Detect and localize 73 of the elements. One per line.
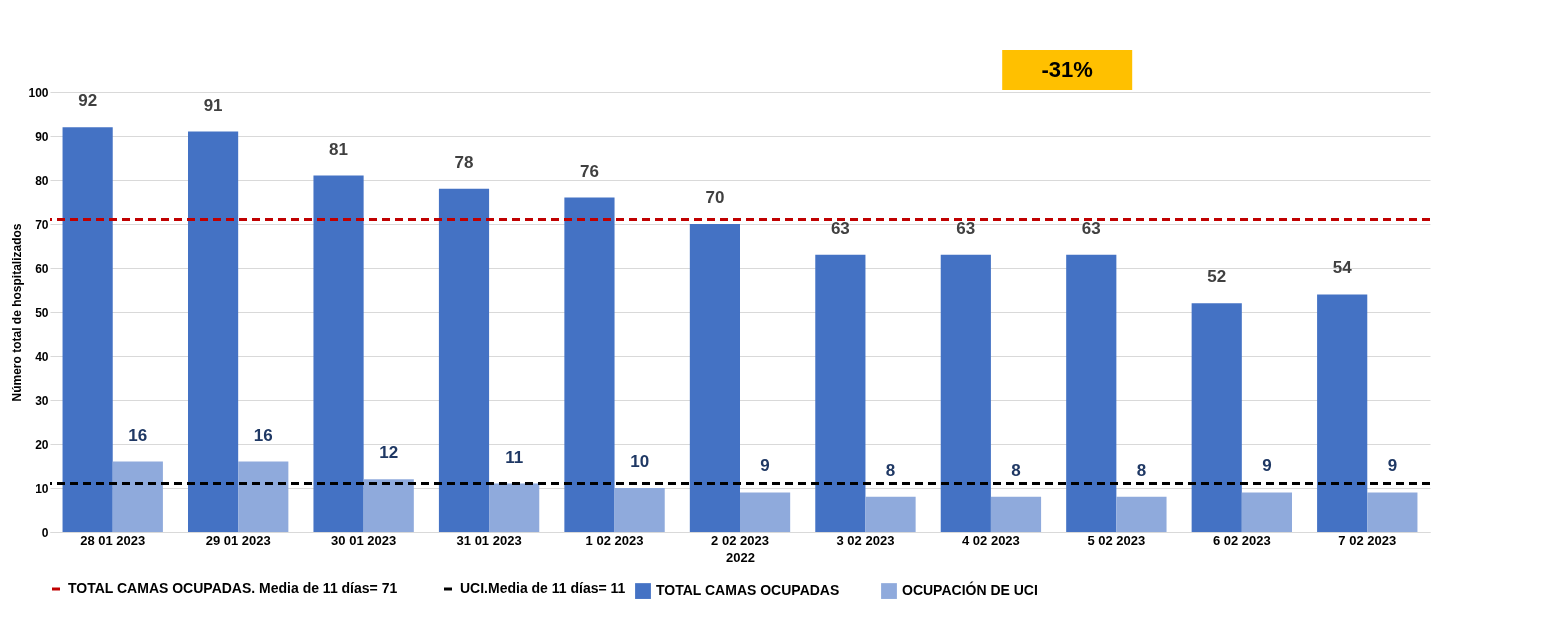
legend-label: UCI.Media de 11 días= 11 (460, 580, 626, 596)
bar (1367, 492, 1418, 532)
bar (238, 461, 289, 532)
bar (614, 488, 665, 532)
bar (940, 254, 991, 532)
x-tick-label: 3 02 2023 (836, 532, 895, 548)
bar (1066, 254, 1117, 532)
bar (489, 483, 540, 532)
data-label: 8 (885, 460, 896, 480)
y-tick-label: 0 (41, 525, 49, 540)
data-label: 52 (1207, 267, 1227, 287)
data-label: 92 (78, 91, 98, 111)
y-tick-label: 70 (35, 217, 49, 232)
x-tick-label: 28 01 2023 (80, 532, 146, 548)
x-tick-label: 30 01 2023 (331, 532, 397, 548)
data-label: 11 (505, 447, 524, 467)
x-tick-label: 6 02 2023 (1212, 532, 1271, 548)
data-label: 12 (379, 443, 399, 463)
bar (1317, 294, 1368, 532)
data-label: 8 (1136, 460, 1147, 480)
data-label: 63 (830, 218, 850, 238)
y-tick-label: 90 (35, 129, 49, 144)
x-tick-label: 7 02 2023 (1338, 532, 1397, 548)
data-label: 70 (705, 188, 725, 207)
x-tick-label: 1 02 2023 (585, 532, 644, 548)
bar (363, 479, 414, 532)
bar (990, 496, 1042, 532)
y-tick-label: 50 (35, 305, 49, 320)
y-tick-label: 20 (35, 437, 49, 452)
legend-label: TOTAL CAMAS OCUPADAS. Media de 11 días= 71 (68, 580, 398, 596)
bar (112, 461, 163, 532)
data-label: 9 (1262, 456, 1272, 476)
data-label: 63 (1081, 218, 1101, 238)
data-label: 10 (630, 452, 650, 471)
y-tick-label: 60 (35, 261, 49, 276)
bar (815, 254, 866, 532)
legend-label: OCUPACIÓN DE UCI (902, 581, 1038, 599)
data-label: 63 (956, 218, 976, 238)
y-tick-label: 30 (35, 393, 49, 408)
bar (1241, 492, 1292, 532)
bar (313, 175, 364, 532)
x-axis-title: 2022 (726, 549, 755, 565)
data-label: 91 (203, 95, 223, 115)
bar (865, 496, 916, 532)
data-label: 54 (1332, 258, 1353, 278)
bar (438, 188, 490, 532)
data-label: 81 (329, 139, 349, 159)
data-label: 9 (760, 456, 770, 476)
data-label: 8 (1011, 460, 1021, 480)
data-label: 16 (253, 425, 273, 445)
bar (188, 131, 239, 532)
bar (62, 127, 113, 532)
data-label: 16 (128, 425, 148, 445)
x-tick-label: 2 02 2023 (711, 532, 769, 548)
text: -31% (1041, 57, 1093, 82)
y-tick-label: 40 (35, 349, 49, 364)
legend-label: TOTAL CAMAS OCUPADAS (656, 582, 840, 599)
y-tick-label: 10 (35, 481, 49, 496)
x-tick-label: 5 02 2023 (1087, 532, 1146, 548)
x-tick-label: 29 01 2023 (205, 532, 271, 548)
x-tick-label: 31 01 2023 (456, 532, 522, 548)
bar (689, 224, 740, 532)
y-axis-title: Número total de hospitalizados (10, 223, 25, 402)
bar (1116, 496, 1167, 532)
data-label: 78 (454, 152, 474, 172)
bar (1191, 303, 1242, 532)
bar (564, 197, 615, 532)
bar (740, 492, 791, 532)
y-tick-label: 100 (28, 85, 49, 100)
data-label: 76 (579, 161, 599, 181)
data-label: 9 (1387, 456, 1398, 476)
y-tick-label: 80 (35, 173, 49, 188)
x-tick-label: 4 02 2023 (961, 532, 1020, 548)
